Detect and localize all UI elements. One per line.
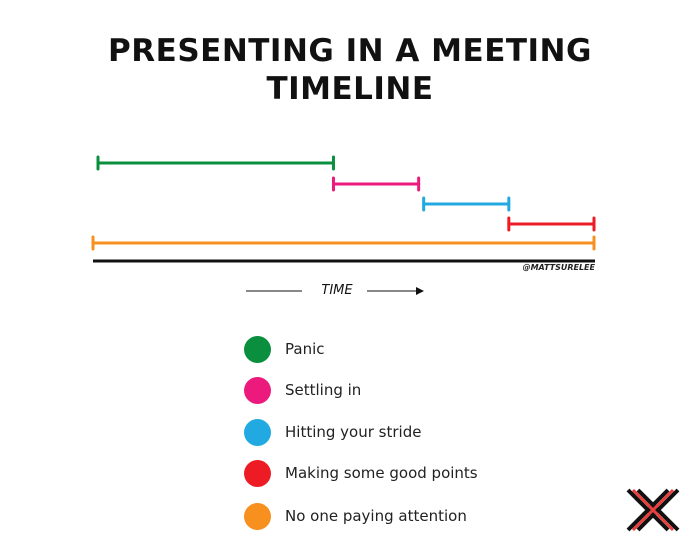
legend-item: Panic — [244, 335, 325, 363]
chart-title-line-1: PRESENTING IN A MEETING — [108, 33, 592, 69]
legend-label: No one paying attention — [285, 507, 467, 525]
timeline-bar-3 — [422, 196, 511, 212]
legend-label: Making some good points — [285, 464, 478, 482]
legend-item: Making some good points — [244, 459, 478, 487]
timeline-bar-4 — [507, 216, 596, 232]
legend-item: Settling in — [244, 376, 361, 404]
legend-dot-icon — [244, 376, 271, 404]
arrow-right-icon — [416, 287, 424, 295]
legend-dot-icon — [244, 502, 271, 530]
x-logo — [626, 488, 680, 532]
legend-label: Panic — [285, 340, 325, 358]
legend-item: No one paying attention — [244, 502, 467, 530]
timeline-bar-2 — [331, 176, 421, 192]
legend-dot-icon — [244, 418, 271, 446]
timeline-bar-1 — [96, 155, 335, 171]
x-axis-label: TIME — [321, 283, 353, 298]
legend-dot-icon — [244, 459, 271, 487]
credit-label: @MATTSURELEE — [522, 263, 595, 272]
legend-dot-icon — [244, 335, 271, 363]
timeline-bar-5 — [91, 235, 596, 251]
legend-item: Hitting your stride — [244, 418, 421, 446]
chart-title-line-2: TIMELINE — [266, 71, 434, 107]
legend-label: Settling in — [285, 381, 362, 399]
legend-label: Hitting your stride — [285, 423, 422, 441]
